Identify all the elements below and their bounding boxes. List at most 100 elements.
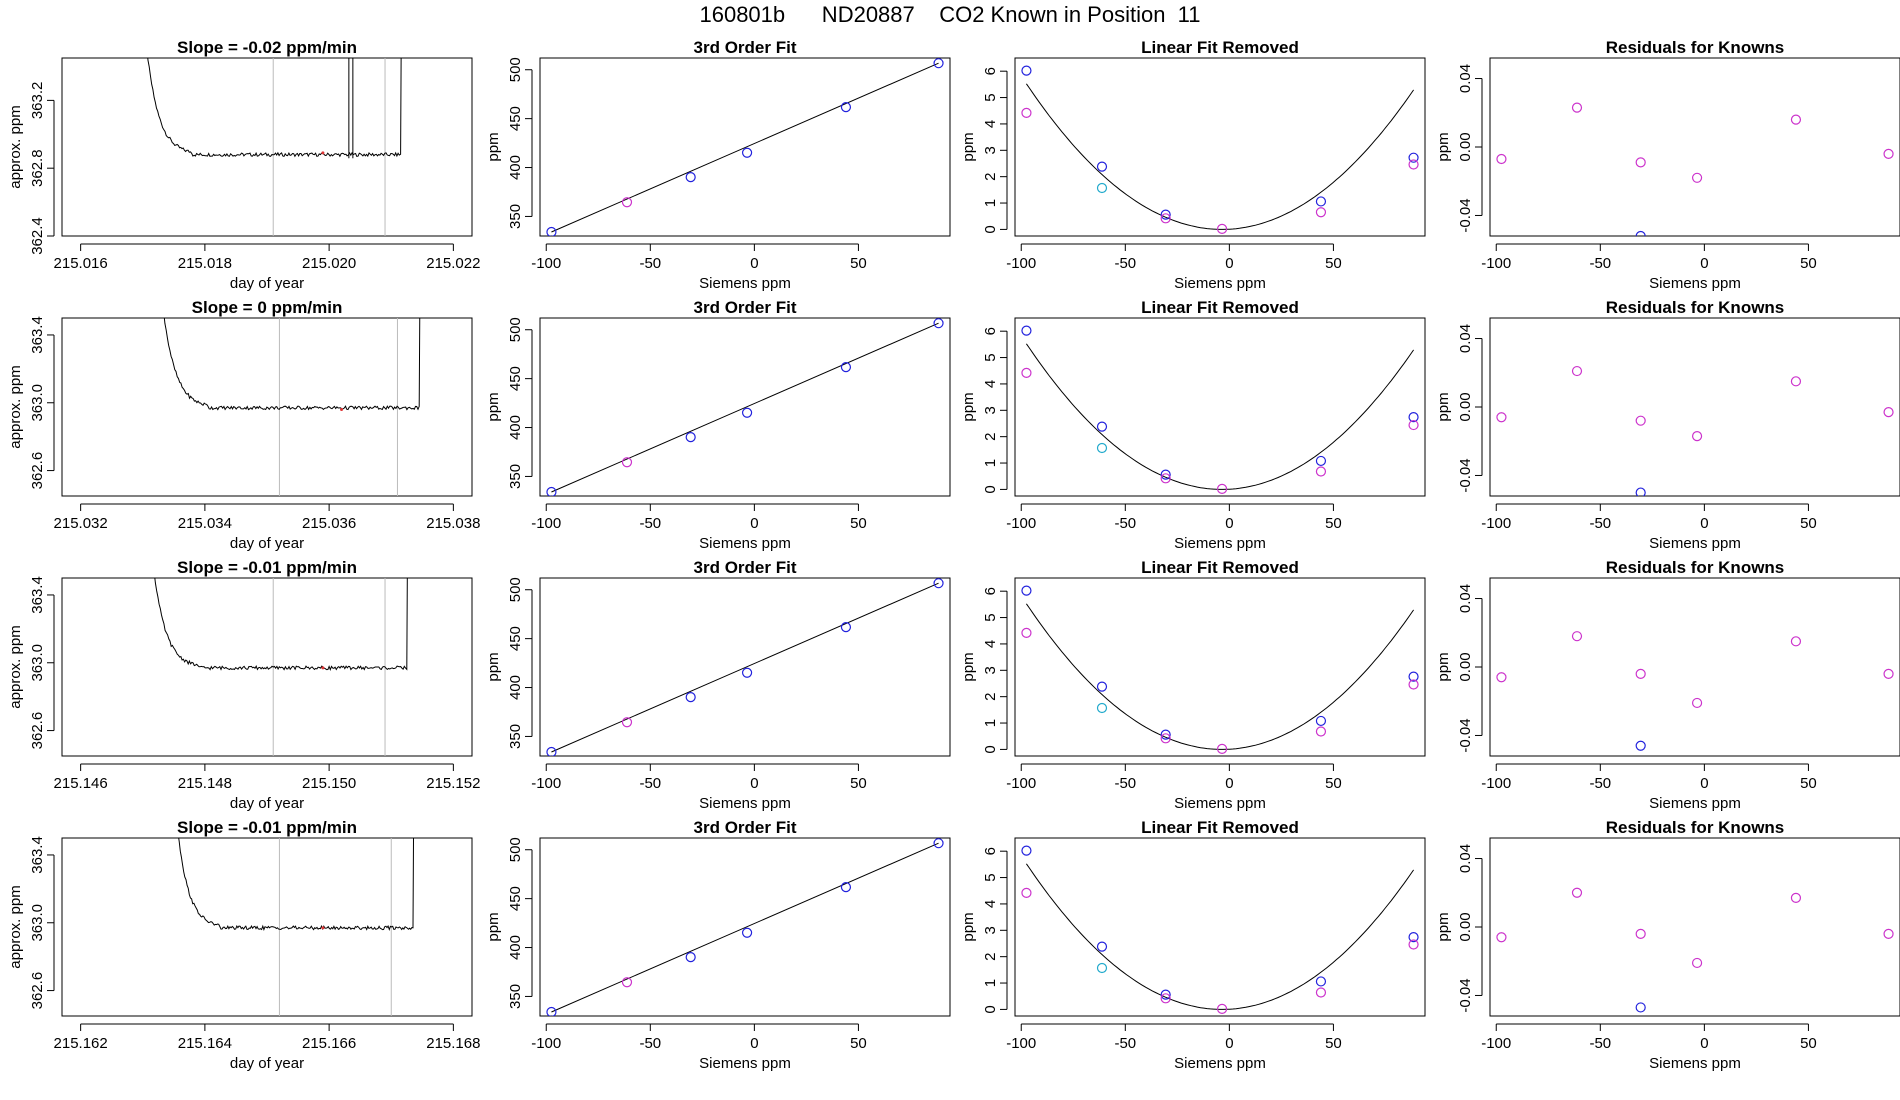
x-tick-label: 50 [1325, 775, 1342, 792]
data-point [840, 621, 852, 633]
x-tick-label: -100 [1481, 1035, 1511, 1052]
x-tick-label: 50 [850, 515, 867, 532]
chart-panel-1-2: 3rd Order Fit -100 -50 0 50 Siemens ppm 350 400… [485, 38, 951, 292]
chart-panel-1-1: Slope = -0.02 ppm/min 215.016 215.018 215.0… [7, 38, 480, 292]
data-point [1021, 887, 1032, 898]
x-tick-label: 215.152 [426, 775, 480, 792]
data-point [621, 457, 633, 468]
x-axis-label: Siemens ppm [1649, 535, 1741, 552]
quadratic-curve [1025, 863, 1415, 1010]
y-tick-label: 0 [982, 1005, 999, 1013]
x-tick-label: 215.036 [302, 515, 356, 532]
chart-title: Slope = -0.01 ppm/min [177, 818, 357, 837]
plot-frame [61, 57, 473, 237]
chart-panel-1-4: Residuals for Knowns -100 -50 0 50 Siemens pp… [1435, 38, 1900, 292]
y-tick-label: 362.4 [29, 217, 46, 255]
data-point [1408, 152, 1419, 163]
data-point [1408, 412, 1419, 423]
x-tick-label: 215.032 [54, 515, 108, 532]
x-tick-label: 0 [1225, 775, 1233, 792]
y-tick-label: 362.8 [29, 149, 46, 187]
x-tick-label: -50 [639, 1035, 661, 1052]
data-point [1635, 928, 1646, 939]
x-tick-label: 215.018 [178, 255, 232, 272]
data-point [1315, 466, 1327, 477]
x-axis-label: Siemens ppm [1174, 795, 1266, 812]
data-point [1160, 473, 1171, 484]
y-tick-label: 0 [982, 485, 999, 493]
y-tick-label: 0 [982, 225, 999, 233]
data-point [685, 432, 696, 443]
data-point [1496, 932, 1507, 943]
x-tick-label: 0 [1700, 1035, 1708, 1052]
y-tick-label: 362.6 [29, 972, 46, 1010]
data-point [1315, 196, 1327, 207]
data-point [1021, 585, 1032, 596]
data-point [1216, 1003, 1228, 1014]
y-tick-label: 0.00 [1457, 652, 1474, 681]
x-tick-label: 215.022 [426, 255, 480, 272]
plot-frame [539, 577, 951, 757]
chart-panel-4-3: Linear Fit Removed -100 -50 0 50 Siemens ppm 0… [960, 818, 1426, 1072]
data-point [1408, 932, 1419, 943]
chart-title: Linear Fit Removed [1141, 298, 1299, 317]
chart-title: Slope = -0.02 ppm/min [177, 38, 357, 57]
fit-line [551, 582, 939, 753]
fit-line [551, 842, 939, 1013]
x-tick-label: 215.038 [426, 515, 480, 532]
plot-frame [61, 577, 473, 757]
y-axis-label: ppm [1435, 392, 1452, 421]
data-point [685, 952, 696, 963]
y-axis-label: approx. ppm [7, 885, 24, 968]
data-point [1790, 114, 1802, 125]
data-point [1315, 976, 1327, 987]
x-tick-label: 0 [750, 775, 758, 792]
x-tick-label: -50 [1589, 515, 1611, 532]
data-point [1571, 887, 1583, 898]
data-point [1635, 487, 1646, 496]
y-tick-label: 1 [982, 199, 999, 207]
data-point [621, 977, 633, 988]
x-tick-label: 215.166 [302, 1035, 356, 1052]
y-tick-label: 3 [982, 146, 999, 154]
data-point [1021, 367, 1032, 378]
data-point [1408, 671, 1419, 682]
plot-frame [1014, 57, 1426, 237]
data-point [1021, 325, 1032, 336]
concentration-trace [178, 838, 415, 932]
data-point [1160, 469, 1171, 480]
y-axis-label: ppm [485, 912, 502, 941]
plot-frame [539, 317, 951, 497]
x-tick-label: 215.162 [54, 1035, 108, 1052]
x-tick-label: -50 [1114, 775, 1136, 792]
fit-line [551, 322, 939, 493]
y-axis-label: ppm [485, 652, 502, 681]
data-point [1096, 941, 1108, 952]
y-tick-label: 3 [982, 926, 999, 934]
x-axis-label: Siemens ppm [699, 535, 791, 552]
x-tick-label: -50 [1114, 255, 1136, 272]
y-tick-label: 362.6 [29, 712, 46, 750]
y-tick-label: 500 [507, 317, 524, 342]
data-point [1315, 207, 1327, 218]
plot-frame [61, 837, 473, 1017]
data-point [1315, 455, 1327, 467]
chart-panel-4-2: 3rd Order Fit -100 -50 0 50 Siemens ppm 350 400… [485, 818, 951, 1072]
y-tick-label: 2 [982, 432, 999, 440]
y-axis-label: approx. ppm [7, 625, 24, 708]
x-tick-label: 50 [1800, 515, 1817, 532]
plot-frame [61, 317, 473, 497]
chart-panel-3-3: Linear Fit Removed -100 -50 0 50 Siemens ppm 0… [960, 558, 1426, 812]
y-tick-label: 4 [982, 380, 999, 388]
x-tick-label: 0 [750, 1035, 758, 1052]
x-tick-label: -100 [531, 255, 561, 272]
y-tick-label: 362.6 [29, 452, 46, 490]
data-point [1096, 161, 1108, 172]
y-tick-label: 363.0 [29, 384, 46, 422]
y-tick-label: 363.0 [29, 644, 46, 682]
data-point [621, 197, 633, 208]
data-point [685, 692, 696, 703]
x-axis-label: day of year [230, 535, 304, 552]
y-tick-label: 363.0 [29, 904, 46, 942]
chart-title: 3rd Order Fit [694, 818, 797, 837]
